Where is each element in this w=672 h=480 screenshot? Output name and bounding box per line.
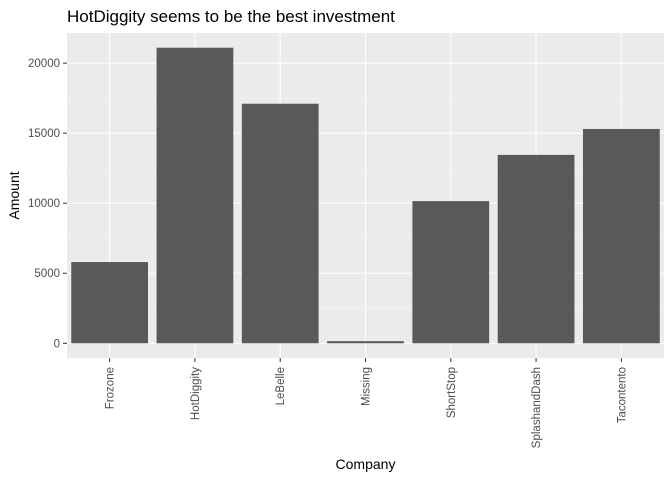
x-axis-title: Company bbox=[336, 456, 396, 472]
bar-missing bbox=[327, 341, 404, 343]
x-tick-label: Tacontento bbox=[616, 367, 628, 423]
y-axis: 0 5000 10000 15000 20000 bbox=[28, 58, 67, 350]
bar-splashanddash bbox=[498, 155, 575, 343]
bar-shortstop bbox=[412, 201, 489, 343]
x-tick-label: Missing bbox=[361, 367, 373, 406]
bar-lebelle bbox=[242, 104, 319, 344]
bar-hotdiggity bbox=[157, 48, 234, 344]
x-axis: Frozone HotDiggity LeBelle Missing ShortStop… bbox=[105, 358, 629, 448]
y-tick-label: 0 bbox=[54, 338, 60, 350]
x-tick-label: SplashandDash bbox=[531, 367, 543, 448]
x-tick-label: LeBelle bbox=[275, 367, 287, 405]
y-tick-label: 10000 bbox=[28, 198, 60, 210]
y-tick-label: 5000 bbox=[34, 268, 60, 280]
x-tick-label: Frozone bbox=[105, 367, 117, 409]
bar-tacontento bbox=[583, 129, 660, 343]
x-tick-label: HotDiggity bbox=[190, 367, 202, 420]
y-tick-label: 15000 bbox=[28, 128, 60, 140]
x-tick-label: ShortStop bbox=[446, 367, 458, 418]
y-axis-title: Amount bbox=[6, 171, 22, 219]
y-tick-label: 20000 bbox=[28, 58, 60, 70]
chart-title: HotDiggity seems to be the best investme… bbox=[67, 7, 395, 26]
bar-frozone bbox=[71, 262, 148, 343]
